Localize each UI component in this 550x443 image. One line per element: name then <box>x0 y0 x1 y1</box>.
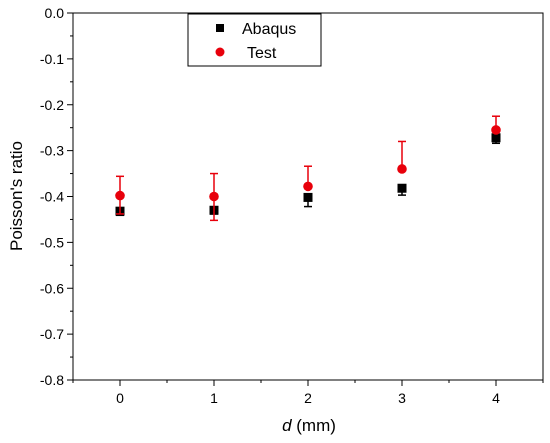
x-axis-title: d (mm) <box>282 416 336 435</box>
data-series <box>115 115 501 222</box>
y-tick-label: -0.7 <box>40 326 64 342</box>
y-tick-label: -0.2 <box>40 97 64 113</box>
legend-label-abaqus: Abaqus <box>242 21 296 38</box>
y-tick-label: -0.4 <box>40 189 64 205</box>
series-test <box>115 115 501 222</box>
y-axis-ticks: 0.0 -0.1 -0.2 -0.3 -0.4 -0.5 -0.6 -0.7 -0.8 <box>40 5 73 388</box>
data-point-square <box>397 183 407 193</box>
legend-marker-test <box>215 47 225 57</box>
x-axis-title-unit: (mm) <box>292 416 336 435</box>
y-tick-label: 0.0 <box>45 5 65 21</box>
x-axis-title-variable: d <box>282 416 292 435</box>
y-tick-label: -0.1 <box>40 51 64 67</box>
legend-marker-abaqus <box>216 24 224 32</box>
legend: Abaqus Test <box>187 13 322 67</box>
x-tick-label: 4 <box>492 390 500 406</box>
data-point-square <box>303 192 313 202</box>
data-point-circle <box>209 191 219 202</box>
x-tick-label: 1 <box>210 390 218 406</box>
data-point-square <box>491 133 501 143</box>
x-tick-label: 2 <box>304 390 312 406</box>
y-tick-label: -0.8 <box>40 372 64 388</box>
data-point-circle <box>491 125 501 135</box>
legend-box <box>187 13 322 67</box>
data-point-circle <box>397 164 407 174</box>
legend-label-test: Test <box>247 45 277 62</box>
y-tick-label: -0.6 <box>40 280 64 296</box>
x-axis-ticks: 0 1 2 3 4 <box>72 380 544 406</box>
x-tick-label: 0 <box>116 390 124 406</box>
y-tick-label: -0.5 <box>40 234 64 250</box>
y-tick-label: -0.3 <box>40 143 64 159</box>
data-point-circle <box>115 190 125 201</box>
x-tick-label: 3 <box>398 390 406 406</box>
plot-frame <box>72 12 544 381</box>
data-point-circle <box>303 181 313 192</box>
y-axis-title: Poisson's ratio <box>7 141 26 251</box>
